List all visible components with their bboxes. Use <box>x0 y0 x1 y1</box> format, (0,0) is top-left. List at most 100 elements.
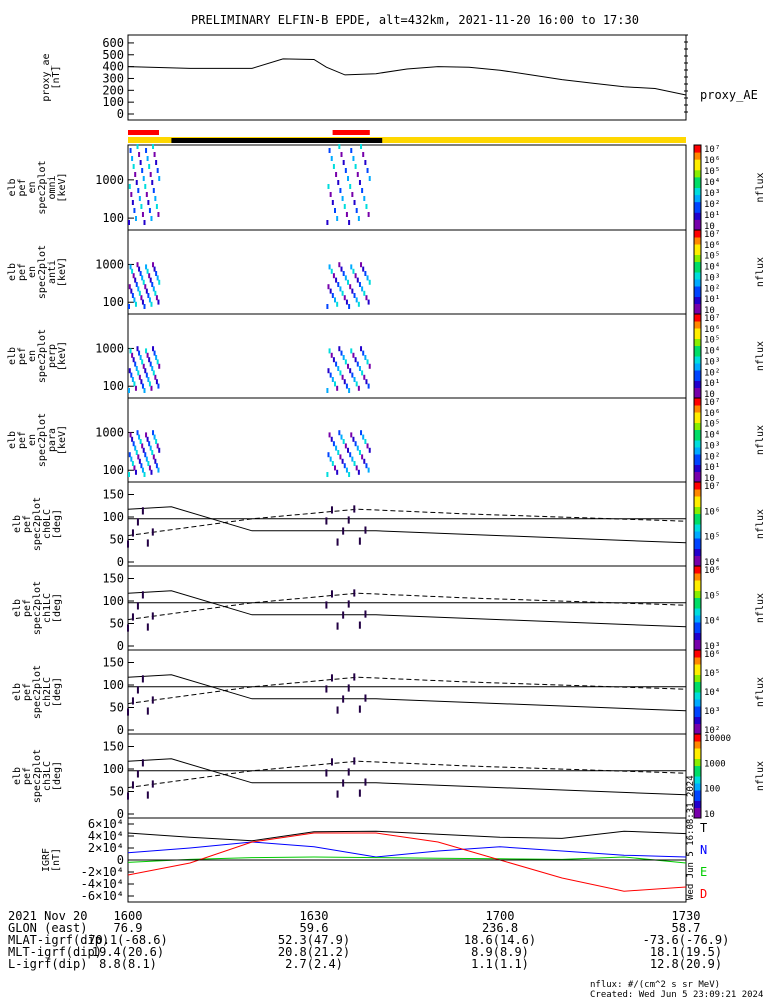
colorbar-cell-ch3-5 <box>694 797 701 801</box>
colorbar-label-perp-0: 10 <box>704 390 715 400</box>
spec-pixel-4-0-0 <box>128 472 130 477</box>
colorbar-frame-ch3 <box>693 733 702 819</box>
spec-pixel-1-1-33 <box>349 184 352 189</box>
ytick-label-ch2-3: 150 <box>102 656 124 670</box>
ylabel-ch0-2: spec2plot <box>32 497 43 551</box>
spec-pixel-3-0-38 <box>132 357 135 363</box>
spec-pixel-1-1-18 <box>354 164 357 169</box>
spec-pixel-1-0-19 <box>145 192 148 197</box>
footer-cell-3-4: 18.1(19.5) <box>650 945 722 959</box>
spec-pixel-3-0-6 <box>145 348 148 354</box>
colorbar-cell-para-2 <box>694 471 701 476</box>
colorbar-label-ch2-0: 10² <box>704 726 720 736</box>
spec-pixel-1-0-18 <box>148 164 151 169</box>
colorbar-cell-ch1-14 <box>694 597 701 602</box>
ylabel-perp-0: elb <box>7 347 18 365</box>
ytick-label-igrf-3: 0 <box>117 853 124 867</box>
spec-pixel-4-1-31 <box>355 465 358 471</box>
colorbar-cell-ch3-23 <box>694 734 701 738</box>
colorbar-cell-ch2-8 <box>694 702 701 707</box>
spec-pixel-4-0-31 <box>148 465 151 471</box>
state-bar-red-1 <box>332 130 370 135</box>
colorbar-cell-perp-16 <box>694 338 701 343</box>
footer-note-units: nflux: #/(cm^2 s sr MeV) <box>590 980 720 990</box>
spec-pixel-2-1-3 <box>360 262 363 268</box>
ylabel-ch1-2: spec2plot <box>32 581 43 635</box>
spec-pixel-4-1-7 <box>347 447 350 453</box>
spec-pixel-2-1-26 <box>328 264 331 270</box>
spec-pixel-2-0-12 <box>131 268 134 274</box>
colorbar-cell-para-11 <box>694 440 701 444</box>
spec-pixel-4-0-32 <box>146 436 149 442</box>
colorbar-cell-anti-14 <box>694 261 701 266</box>
ytick-label-omni-1: 1000 <box>95 173 124 187</box>
colorbar-cell-ch0-16 <box>694 506 701 511</box>
colorbar-cell-ch0-10 <box>694 527 701 532</box>
spec-pixel-4-1-14 <box>367 467 370 473</box>
colorbar-cell-ch2-0 <box>694 730 701 735</box>
colorbar-cell-ch1-15 <box>694 594 701 598</box>
colorbar-label-ch3-1: 100 <box>704 785 720 795</box>
colorbar-label-perp-6: 10⁶ <box>704 325 720 335</box>
colorbar-label-anti-2: 10² <box>704 284 720 294</box>
ylabel-ae-1: [nT] <box>51 65 62 89</box>
colorbar-cell-ch1-16 <box>694 590 701 595</box>
spec-pixel-3-0-0 <box>128 388 130 393</box>
spec-pixel-1-1-3 <box>360 144 363 149</box>
colorbar-cell-anti-19 <box>694 244 701 248</box>
colorbar-cell-perp-13 <box>694 349 701 353</box>
colorbar-label-perp-3: 10³ <box>704 357 720 367</box>
colorbar-cell-ch3-2 <box>694 807 701 812</box>
spec-pixel-1-1-7 <box>347 176 350 181</box>
colorbar-title-ch0: nflux <box>755 509 766 539</box>
spec-pixel-3-1-33 <box>349 368 352 374</box>
colorbar-cell-ch0-8 <box>694 534 701 539</box>
spec-pixel-2-0-29 <box>153 266 156 272</box>
ylabel-ch2-1: pef <box>22 683 33 701</box>
spec-pixel-3-1-36 <box>339 370 342 376</box>
colorbar-cell-omni-7 <box>694 201 701 206</box>
spec-pixel-3-1-13 <box>327 368 330 374</box>
spec-pixel-1-1-25 <box>331 200 334 205</box>
colorbar-cell-omni-4 <box>694 212 701 217</box>
spec-pixel-2-0-10 <box>135 282 138 287</box>
colorbar-cell-perp-6 <box>694 373 701 378</box>
spec-pixel-2-1-0 <box>326 304 329 309</box>
spec-pixel-3-1-2 <box>363 374 366 380</box>
colorbar-cell-perp-17 <box>694 335 701 339</box>
spec-pixel-2-0-30 <box>151 282 154 287</box>
colorbar-cell-ch0-9 <box>694 531 701 535</box>
footer-cell-0-4: 1730 <box>672 909 701 923</box>
colorbar-cell-ch3-9 <box>694 783 701 787</box>
colorbar-cell-para-16 <box>694 422 701 427</box>
spec-pixel-4-0-9 <box>138 434 141 440</box>
colorbar-cell-perp-12 <box>694 352 701 357</box>
spec-pixel-1-0-30 <box>151 180 154 185</box>
spec-pixel-4-0-11 <box>133 465 136 471</box>
spec-pixel-3-0-1 <box>156 359 159 365</box>
spec-pixel-4-1-15 <box>364 439 367 444</box>
colorbar-cell-ch2-22 <box>694 653 701 658</box>
spec-pixel-1-1-15 <box>364 160 367 165</box>
footer-cell-3-2: 20.8(21.2) <box>278 945 350 959</box>
colorbar-cell-ch1-6 <box>694 625 701 630</box>
spec-pixel-4-1-36 <box>339 454 342 460</box>
spec-pixel-4-1-32 <box>352 436 355 442</box>
colorbar-cell-anti-9 <box>694 279 701 283</box>
spec-pixel-4-1-28 <box>365 463 368 469</box>
ylabel-perp-2: en <box>27 350 38 362</box>
colorbar-cell-ch1-22 <box>694 569 701 574</box>
spec-pixel-2-1-23 <box>338 262 341 268</box>
ylabel-ch0-3: ch0LC <box>42 509 53 539</box>
ytick-label-anti-0: 100 <box>102 295 124 309</box>
lc-solid-7 <box>127 674 687 712</box>
ytick-label-ch0-2: 100 <box>102 510 124 524</box>
spec-pixel-3-0-33 <box>144 368 147 374</box>
state-bar-black <box>171 138 383 143</box>
colorbar-cell-ch3-1 <box>694 811 701 815</box>
spec-pixel-2-1-32 <box>352 268 355 274</box>
ytick-label-perp-1: 1000 <box>95 341 124 355</box>
colorbar-label-para-1: 10¹ <box>704 463 720 473</box>
ylabel-igrf-0: IGRF <box>41 848 52 872</box>
colorbar-cell-ch3-19 <box>694 748 701 752</box>
